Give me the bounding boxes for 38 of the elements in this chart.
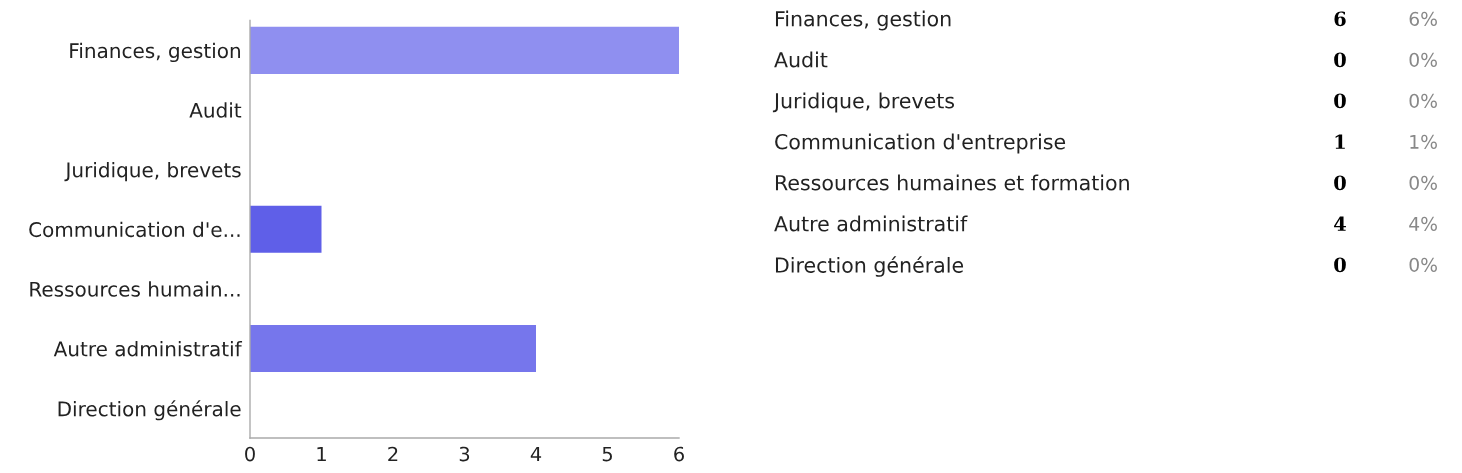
data-label: 1 — [1335, 134, 1345, 149]
data-label: 0 — [1334, 52, 1346, 68]
category-label: Autre administratif — [774, 215, 968, 232]
data-label: 6 — [1334, 11, 1346, 27]
x-tick-label: 2 — [388, 446, 398, 462]
y-tick-label: Finances, gestion — [70, 42, 240, 63]
x-tick-label: 6 — [674, 446, 684, 462]
bar — [250, 26, 679, 74]
data-label: 1% — [1410, 134, 1437, 149]
y-tick-label: Communication d'e... — [29, 221, 240, 238]
data-label: 0 — [1334, 175, 1346, 191]
y-tick-label: Juridique, brevets — [64, 162, 241, 182]
x-tick-label: 5 — [602, 446, 612, 462]
x-tick-label: 1 — [317, 446, 326, 462]
y-tick-label: Autre administratif — [53, 340, 243, 357]
category-label: Direction générale — [775, 256, 964, 277]
data-label: 0% — [1409, 175, 1437, 190]
y-tick-label: Ressources humain... — [30, 281, 240, 297]
data-label: 4% — [1409, 216, 1437, 231]
data-label: 0 — [1334, 93, 1346, 109]
category-label: Finances, gestion — [775, 10, 951, 31]
category-label: Audit — [774, 51, 828, 68]
data-label: 0% — [1409, 52, 1437, 67]
y-tick-label: Direction générale — [58, 400, 241, 421]
x-tick-label: 3 — [459, 446, 470, 462]
bar — [250, 205, 322, 253]
data-label: 0% — [1409, 93, 1437, 108]
x-tick-label: 0 — [245, 446, 255, 462]
data-label: 0 — [1334, 257, 1346, 273]
category-label: Juridique, brevets — [772, 92, 955, 113]
category-label: Ressources humaines et formation — [775, 174, 1129, 191]
x-tick-label: 4 — [530, 446, 542, 462]
data-label: 4 — [1334, 216, 1346, 231]
category-label: Communication d'entreprise — [775, 133, 1066, 154]
bar — [250, 324, 536, 373]
data-label: 6% — [1409, 11, 1437, 26]
data-label: 0% — [1409, 257, 1437, 272]
y-tick-label: Audit — [189, 102, 242, 118]
